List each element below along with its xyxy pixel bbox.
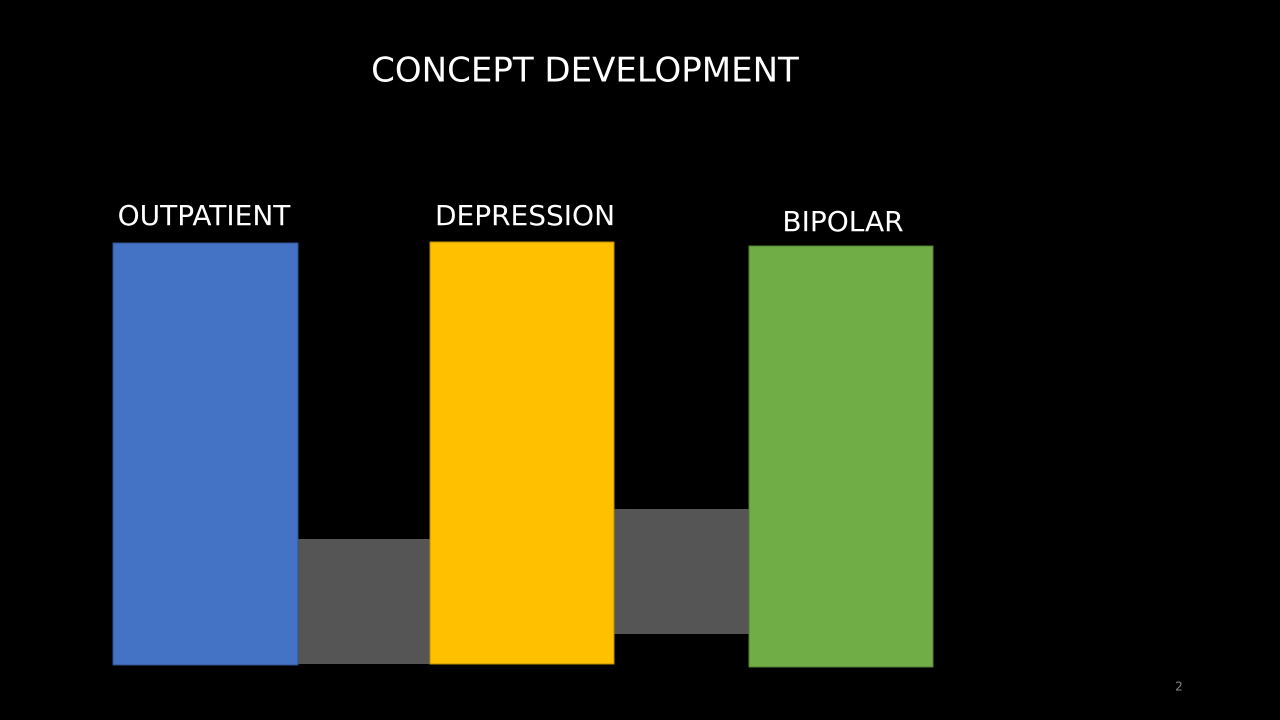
connector-block xyxy=(614,509,749,634)
block-green xyxy=(748,245,934,668)
slide-title: CONCEPT DEVELOPMENT xyxy=(371,51,799,91)
block-label: BIPOLAR xyxy=(782,205,903,238)
block-yellow xyxy=(429,241,615,665)
block-label: DEPRESSION xyxy=(435,199,615,232)
block-label: OUTPATIENT xyxy=(118,199,292,232)
slide-number: 2 xyxy=(1175,680,1183,694)
connector-block xyxy=(298,539,430,664)
block-blue xyxy=(112,242,299,666)
